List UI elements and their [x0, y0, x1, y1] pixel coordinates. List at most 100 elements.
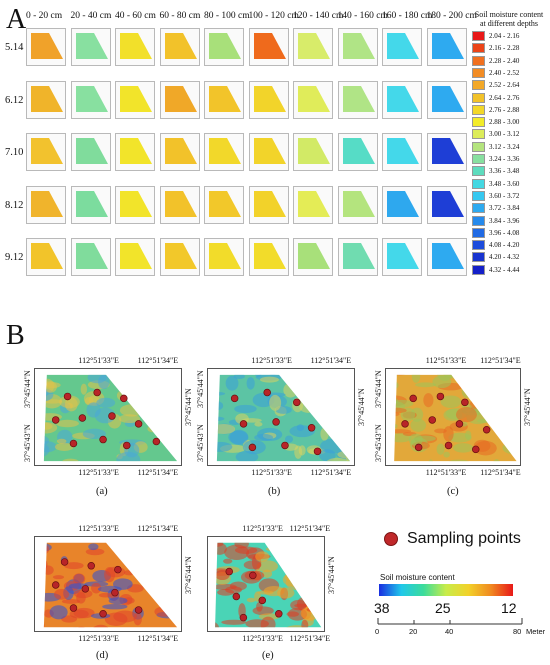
- sampling-point: [99, 435, 107, 444]
- field-shape: [209, 190, 241, 217]
- legend-swatch: [472, 166, 485, 177]
- sampling-point: [258, 596, 267, 605]
- moisture-map-cell: [26, 133, 66, 171]
- legend-item: 2.88 - 3.00: [472, 116, 550, 128]
- left-latitude-1: 37°45'44"N: [374, 370, 383, 408]
- moisture-map-cell: [293, 28, 333, 66]
- moisture-colorbar: [379, 584, 513, 596]
- field-shape: [298, 138, 330, 164]
- depth-label: 20 - 40 cm: [70, 11, 112, 21]
- field-shape: [431, 243, 464, 269]
- field-shape: [387, 243, 419, 269]
- field-shape: [342, 138, 375, 164]
- depth-label: 0 - 20 cm: [26, 11, 63, 21]
- legend-item: 3.12 - 3.24: [472, 141, 550, 153]
- sampling-point: [114, 565, 122, 574]
- depth-label: 160 - 180 cm: [382, 11, 433, 21]
- legend-item: 3.84 - 3.96: [472, 215, 550, 227]
- depth-label: 80 - 100 cm: [204, 11, 250, 21]
- map-frame: [207, 536, 325, 632]
- field-shape: [342, 85, 375, 112]
- sampling-point: [120, 394, 128, 403]
- moisture-map-cell: [382, 238, 422, 276]
- moisture-map-cell: [70, 80, 111, 119]
- map-frame: [207, 368, 355, 466]
- scale-bar: [377, 618, 523, 625]
- sampling-point: [293, 398, 301, 407]
- legend-swatch: [472, 117, 485, 128]
- sampling-point: [281, 441, 289, 450]
- moisture-map-cell: [204, 185, 244, 224]
- date-label: 7.10: [5, 147, 24, 158]
- legend-item: 2.52 - 2.64: [472, 79, 550, 91]
- field-shape: [298, 85, 330, 112]
- sampling-point: [482, 426, 491, 434]
- sampling-point: [230, 394, 239, 403]
- moisture-map-cell: [426, 28, 467, 66]
- field-shape: [431, 33, 464, 59]
- field-shape: [253, 33, 286, 59]
- sampling-point: [409, 394, 417, 403]
- colorbar-tick-25: 25: [435, 600, 451, 616]
- moisture-map-cell: [248, 238, 289, 276]
- right-latitude: 37°45'44"N: [327, 556, 336, 594]
- moisture-map-cell: [426, 133, 467, 171]
- top-right-longitude: 112°51'34"E: [289, 524, 331, 533]
- sampling-point: [99, 610, 107, 618]
- moisture-map-cell: [248, 28, 289, 66]
- legend-label: 3.12 - 3.24: [489, 142, 520, 151]
- sampling-point: [461, 398, 469, 407]
- sampling-point: [455, 420, 464, 428]
- sampling-point: [472, 445, 480, 454]
- field-shape: [387, 33, 419, 59]
- field-shape: [120, 85, 152, 112]
- sampling-point: [51, 416, 60, 424]
- map-caption: (b): [268, 486, 281, 497]
- map-raster: [43, 374, 178, 462]
- sampling-point-icon: [384, 532, 398, 546]
- date-label: 8.12: [5, 199, 24, 211]
- depth-label: 140 - 160 cm: [337, 11, 388, 21]
- field-shape: [164, 85, 197, 112]
- field-shape: [75, 33, 108, 59]
- legend-item: 2.40 - 2.52: [472, 67, 550, 79]
- legend-swatch: [472, 190, 485, 201]
- moisture-map-cell: [426, 80, 467, 119]
- map-frame: [385, 368, 521, 466]
- legend-label: 3.48 - 3.60: [489, 179, 520, 188]
- field-shape: [431, 138, 464, 164]
- moisture-map-cell: [115, 80, 155, 119]
- field-shape: [75, 190, 108, 217]
- moisture-map-cell: [159, 28, 200, 66]
- moisture-map-cell: [382, 28, 422, 66]
- map-raster: [43, 542, 178, 628]
- map-raster: [215, 542, 322, 628]
- sampling-point: [263, 388, 271, 397]
- legend-item: 2.04 - 2.16: [472, 30, 550, 42]
- depth-label: 60 - 80 cm: [159, 11, 201, 21]
- bottom-right-longitude: 112°51'34"E: [480, 468, 521, 477]
- field-shape: [31, 85, 63, 112]
- moisture-map-cell: [337, 80, 378, 119]
- sampling-point: [248, 443, 257, 452]
- depth-label: 120 - 140 cm: [293, 11, 344, 21]
- sampling-point: [428, 416, 436, 424]
- sampling-point: [111, 588, 119, 597]
- moisture-map-cell: [382, 185, 422, 224]
- moisture-map-cell: [382, 80, 422, 119]
- legend-item: 3.36 - 3.48: [472, 165, 550, 177]
- moisture-map-cell: [26, 238, 66, 276]
- sampling-points-label: Sampling points: [407, 530, 521, 547]
- map-raster: [394, 374, 517, 462]
- legend-title: Soil moisture content at different depth…: [474, 10, 544, 28]
- field-shape: [164, 190, 197, 217]
- field-shape: [164, 138, 197, 164]
- moisture-map-cell: [204, 28, 244, 66]
- moisture-map-cell: [248, 185, 289, 224]
- map-caption: (a): [96, 486, 108, 497]
- field-shape: [431, 190, 464, 217]
- scale-unit: Meter: [526, 627, 546, 636]
- field-shape: [31, 190, 63, 217]
- colorbar-tick-38: 38: [374, 600, 390, 616]
- legend-swatch: [472, 264, 485, 275]
